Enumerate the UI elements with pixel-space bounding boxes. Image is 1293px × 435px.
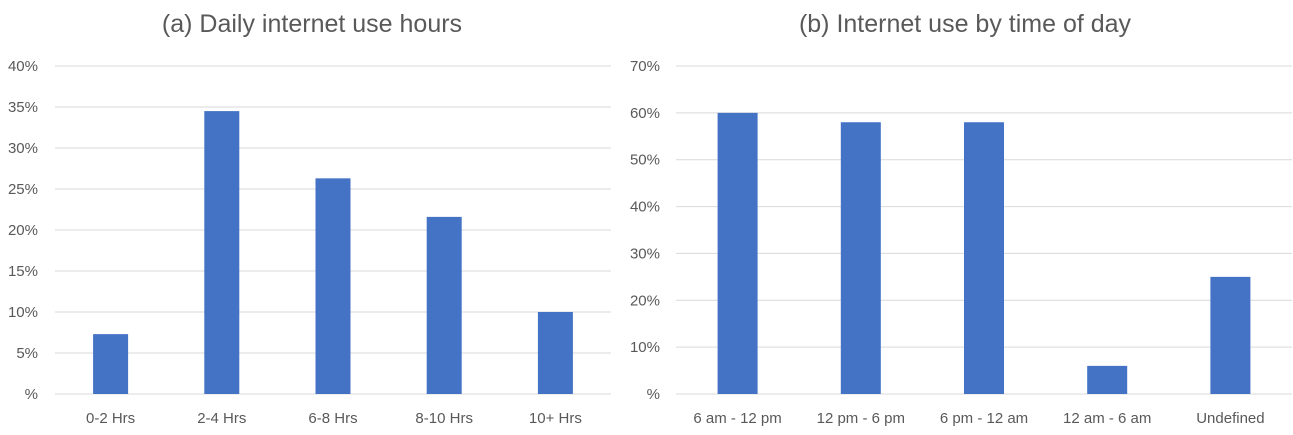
y-tick-label: 35% xyxy=(8,99,38,116)
x-tick-label: 10+ Hrs xyxy=(529,410,582,427)
bar-undefined xyxy=(1210,276,1251,394)
chart-b-title: (b) Internet use by time of day xyxy=(799,10,1132,38)
y-tick-label: % xyxy=(25,386,38,403)
y-tick-label: 70% xyxy=(630,58,660,75)
chart-a-svg: (a) Daily internet use hours % 5% 10% 15% 20… xyxy=(8,10,611,427)
chart-internet-use-by-time-of-day: (b) Internet use by time of day % 10% 20% 3… xyxy=(620,0,1293,435)
x-tick-label: 6 pm - 12 am xyxy=(940,410,1028,427)
y-tick-label: 10% xyxy=(8,304,38,321)
x-tick-label: 6-8 Hrs xyxy=(308,410,357,427)
x-tick-label: 6 am - 12 pm xyxy=(693,410,781,427)
y-tick-label: 40% xyxy=(630,199,660,216)
chart-daily-internet-use-hours: (a) Daily internet use hours % 5% 10% 15% 20… xyxy=(0,0,620,435)
y-tick-label: 20% xyxy=(630,292,660,309)
x-tick-label: 12 pm - 6 pm xyxy=(817,410,905,427)
bar-6-pm-12-am xyxy=(964,122,1004,394)
y-tick-label: 50% xyxy=(630,152,660,169)
bar-2-4-hrs xyxy=(204,111,240,394)
bar-0-2-hrs xyxy=(93,334,129,394)
y-tick-label: 20% xyxy=(8,222,38,239)
chart-a-title: (a) Daily internet use hours xyxy=(162,10,462,38)
y-tick-label: 10% xyxy=(630,339,660,356)
bar-6-8-hrs xyxy=(315,178,351,394)
y-tick-label: 15% xyxy=(8,263,38,280)
x-tick-label: 2-4 Hrs xyxy=(197,410,246,427)
y-tick-label: 40% xyxy=(8,58,38,75)
bar-12-am-6-am xyxy=(1087,365,1128,394)
x-tick-label: Undefined xyxy=(1196,410,1264,427)
chart-b-svg: (b) Internet use by time of day % 10% 20% 3… xyxy=(630,10,1292,427)
bar-10-hrs xyxy=(537,312,573,394)
x-tick-label: 12 am - 6 am xyxy=(1063,410,1151,427)
y-tick-label: 30% xyxy=(8,140,38,157)
y-tick-label: 30% xyxy=(630,245,660,262)
y-tick-label: % xyxy=(647,386,660,403)
bar-12-pm-6-pm xyxy=(840,122,881,394)
x-tick-label: 0-2 Hrs xyxy=(86,410,135,427)
y-tick-label: 5% xyxy=(16,345,38,362)
bar-8-10-hrs xyxy=(426,216,462,394)
x-tick-label: 8-10 Hrs xyxy=(415,410,473,427)
y-tick-label: 60% xyxy=(630,105,660,122)
bar-6-am-12-pm xyxy=(717,112,758,394)
y-tick-label: 25% xyxy=(8,181,38,198)
